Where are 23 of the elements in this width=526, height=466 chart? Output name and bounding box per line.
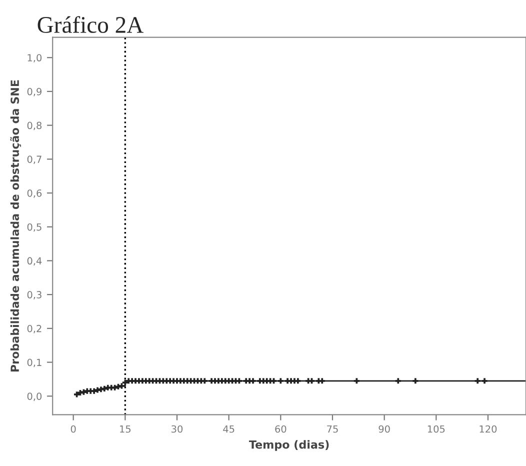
x-tick-label: 60: [275, 425, 286, 433]
y-tick-label: 0,9: [27, 88, 42, 96]
y-tick-label: 0,8: [27, 122, 42, 130]
y-tick-label: 0,7: [27, 156, 42, 164]
x-tick-label: 45: [223, 425, 234, 433]
chart-title: Gráfico 2A: [38, 16, 144, 33]
y-tick-label: 1,0: [28, 54, 42, 62]
x-tick-label: 105: [428, 425, 445, 433]
y-tick-label: 0,0: [27, 392, 42, 401]
y-tick-label: 0,4: [27, 257, 42, 266]
y-tick-label: 0,5: [27, 223, 42, 232]
y-tick-label: 0,2: [27, 324, 42, 334]
y-tick-label: 0,6: [27, 189, 42, 198]
y-tick-label: 0,3: [27, 291, 42, 300]
x-tick-label: 120: [480, 425, 497, 433]
x-axis-title: Tempo (dias): [249, 440, 329, 451]
x-tick-label: 30: [172, 425, 183, 433]
x-tick-label: 75: [327, 425, 338, 433]
x-tick-label: 0: [70, 425, 76, 433]
y-tick-label: 0,1: [27, 358, 42, 368]
x-tick-label: 15: [120, 425, 130, 433]
y-axis-title: Probabilidade acumulada de obstrução da SNE: [10, 80, 22, 372]
x-tick-label: 90: [378, 425, 390, 433]
